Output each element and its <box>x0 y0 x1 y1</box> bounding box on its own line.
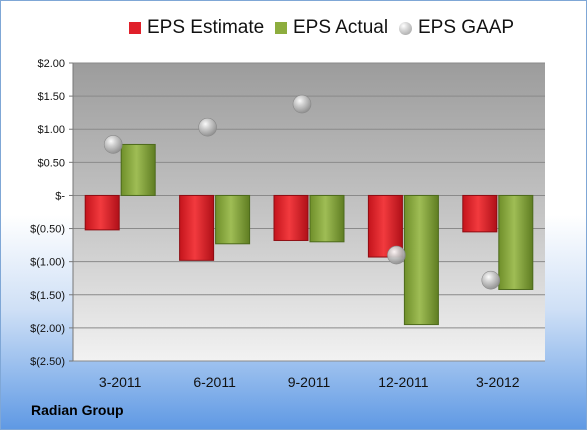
legend-swatch-actual <box>275 22 287 34</box>
y-tick-label: $0.50 <box>37 157 65 169</box>
company-label: Radian Group <box>31 402 124 418</box>
marker-eps-gaap <box>198 117 217 137</box>
legend-label-estimate: EPS Estimate <box>147 17 265 38</box>
y-tick-label: $2.00 <box>37 58 65 70</box>
x-tick-label: 6-2011 <box>193 374 236 390</box>
marker-eps-gaap <box>481 270 501 290</box>
bar-eps-estimate <box>273 194 309 241</box>
x-tick-label: 3-2012 <box>476 374 520 390</box>
y-tick-label: $- <box>55 190 65 202</box>
legend-marker-gaap <box>399 21 412 35</box>
legend-label-gaap: EPS GAAP <box>418 17 515 38</box>
bar-eps-actual <box>309 194 345 243</box>
marker-eps-gaap <box>387 245 406 265</box>
y-tick-label: $1.50 <box>37 91 65 103</box>
y-tick-label: $(0.50) <box>30 224 65 236</box>
bar-eps-estimate <box>462 194 498 233</box>
legend-item-eps-actual: EPS Actual <box>275 17 388 39</box>
bar-eps-actual <box>215 194 251 245</box>
legend: EPS Estimate EPS Actual EPS GAAP <box>1 17 586 43</box>
y-tick-label: $(2.50) <box>30 356 65 368</box>
legend-swatch-estimate <box>129 22 141 34</box>
y-tick-label: $(1.00) <box>30 257 65 269</box>
bar-eps-estimate <box>84 194 120 231</box>
x-tick-label: 12-2011 <box>378 374 429 390</box>
bar-eps-actual <box>403 194 439 326</box>
legend-item-eps-gaap: EPS GAAP <box>399 17 514 39</box>
x-tick-label: 9-2011 <box>288 374 331 390</box>
y-tick-label: $1.00 <box>37 124 65 136</box>
bar-eps-actual <box>498 194 534 290</box>
marker-eps-gaap <box>292 94 312 114</box>
bar-eps-estimate <box>179 194 215 261</box>
y-tick-label: $(1.50) <box>30 290 65 302</box>
x-tick-label: 3-2011 <box>99 374 142 390</box>
y-tick-label: $(2.00) <box>30 323 65 335</box>
marker-eps-gaap <box>103 135 123 154</box>
legend-label-actual: EPS Actual <box>293 17 389 38</box>
bar-eps-actual <box>120 143 156 196</box>
legend-item-eps-estimate: EPS Estimate <box>129 17 264 39</box>
